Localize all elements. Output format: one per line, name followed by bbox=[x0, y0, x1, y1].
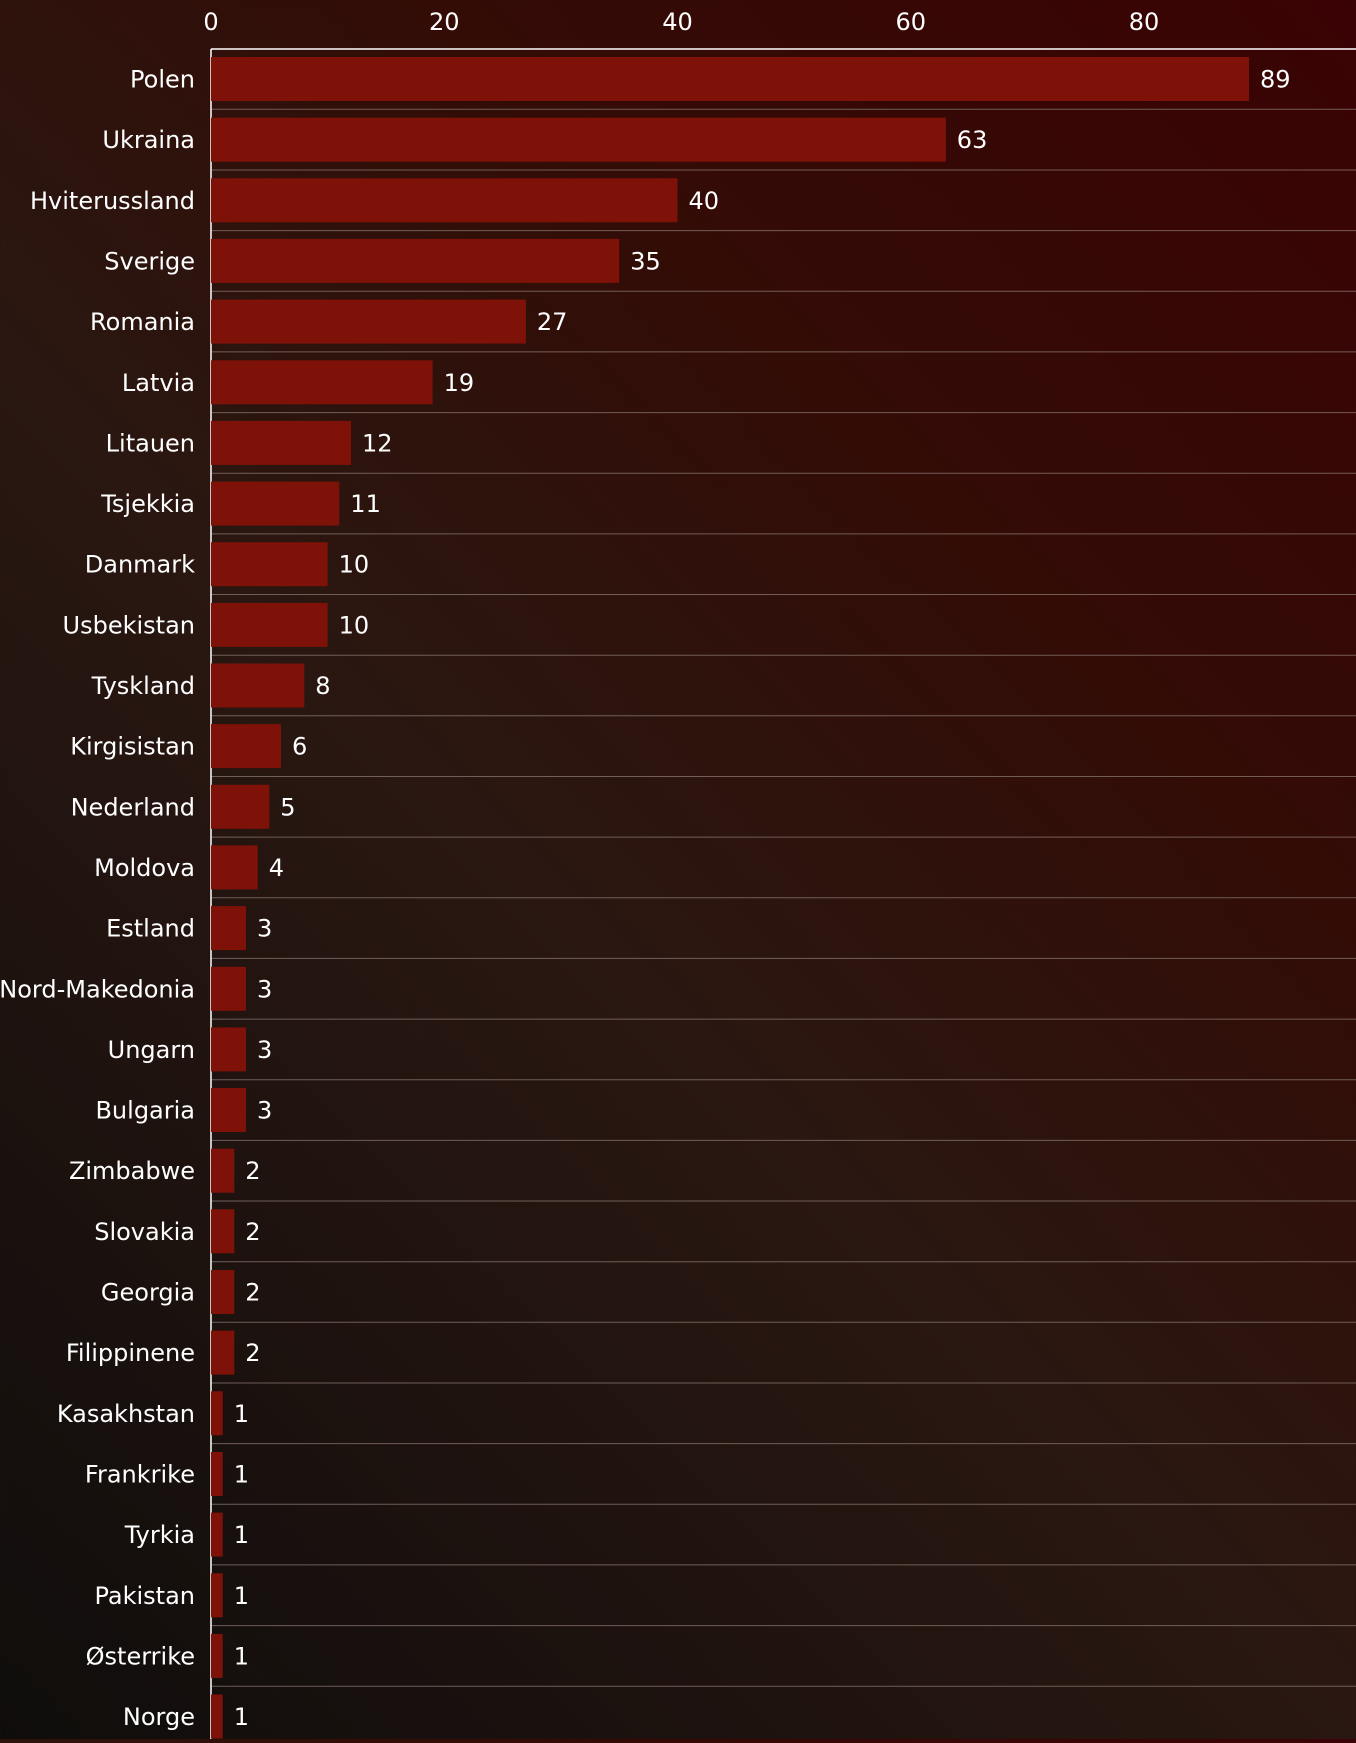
category-label: Kasakhstan bbox=[57, 1400, 195, 1428]
bar-slovakia bbox=[211, 1209, 235, 1254]
value-label: 2 bbox=[245, 1218, 260, 1246]
bar-bulgaria bbox=[211, 1088, 246, 1132]
category-label: Moldova bbox=[94, 854, 195, 882]
bar-kasakhstan bbox=[211, 1391, 223, 1436]
value-label: 27 bbox=[537, 308, 568, 336]
bar-estland bbox=[211, 906, 246, 951]
value-label: 4 bbox=[269, 854, 284, 882]
bar-hviterussland bbox=[211, 178, 678, 223]
bar-østerrike bbox=[211, 1633, 223, 1678]
category-label: Danmark bbox=[85, 551, 195, 579]
value-label: 1 bbox=[234, 1642, 249, 1670]
bar-tyrkia bbox=[211, 1512, 223, 1557]
category-label: Usbekistan bbox=[63, 611, 195, 639]
bar-danmark bbox=[211, 542, 328, 587]
bar-frankrike bbox=[211, 1452, 223, 1496]
value-label: 3 bbox=[257, 1036, 272, 1064]
value-label: 6 bbox=[292, 733, 307, 761]
category-label: Tyskland bbox=[91, 672, 195, 700]
bar-usbekistan bbox=[211, 602, 328, 647]
value-label: 3 bbox=[257, 975, 272, 1003]
category-label: Tsjekkia bbox=[100, 490, 195, 518]
bar-moldova bbox=[211, 845, 258, 890]
category-label: Nord-Makedonia bbox=[0, 975, 195, 1003]
value-label: 1 bbox=[234, 1521, 249, 1549]
bar-kirgisistan bbox=[211, 724, 281, 769]
category-label: Frankrike bbox=[85, 1461, 195, 1489]
category-label: Estland bbox=[106, 915, 195, 943]
category-label: Slovakia bbox=[94, 1218, 195, 1246]
value-label: 1 bbox=[234, 1703, 249, 1731]
bar-sverige bbox=[211, 238, 620, 283]
bar-nederland bbox=[211, 784, 270, 829]
category-label: Latvia bbox=[122, 369, 195, 397]
category-label: Norge bbox=[123, 1703, 195, 1731]
x-tick-label: 80 bbox=[1129, 8, 1160, 36]
bar-georgia bbox=[211, 1270, 235, 1314]
category-label: Bulgaria bbox=[95, 1097, 195, 1125]
category-label: Hviterussland bbox=[30, 187, 195, 215]
value-label: 63 bbox=[957, 126, 988, 154]
value-label: 3 bbox=[257, 915, 272, 943]
bar-filippinene bbox=[211, 1330, 235, 1375]
category-label: Litauen bbox=[106, 429, 195, 457]
value-label: 10 bbox=[339, 551, 370, 579]
value-label: 89 bbox=[1260, 66, 1291, 94]
category-label: Kirgisistan bbox=[70, 733, 195, 761]
value-label: 1 bbox=[234, 1461, 249, 1489]
value-label: 5 bbox=[280, 793, 295, 821]
bar-ukraina bbox=[211, 117, 946, 162]
value-label: 1 bbox=[234, 1582, 249, 1610]
category-label: Romania bbox=[90, 308, 195, 336]
value-label: 3 bbox=[257, 1097, 272, 1125]
category-label: Tyrkia bbox=[124, 1521, 195, 1549]
bar-tsjekkia bbox=[211, 481, 340, 526]
bar-ungarn bbox=[211, 1027, 246, 1072]
x-tick-label: 40 bbox=[662, 8, 693, 36]
bar-zimbabwe bbox=[211, 1148, 235, 1193]
bar-latvia bbox=[211, 360, 433, 405]
bar-tyskland bbox=[211, 663, 305, 708]
category-label: Georgia bbox=[101, 1279, 195, 1307]
x-tick-label: 60 bbox=[896, 8, 927, 36]
value-label: 1 bbox=[234, 1400, 249, 1428]
value-label: 11 bbox=[350, 490, 381, 518]
bar-pakistan bbox=[211, 1573, 223, 1618]
bar-nord-makedonia bbox=[211, 966, 246, 1011]
value-label: 2 bbox=[245, 1339, 260, 1367]
bar-norge bbox=[211, 1694, 223, 1739]
category-label: Østerrike bbox=[86, 1642, 195, 1670]
value-label: 35 bbox=[630, 247, 661, 275]
category-label: Filippinene bbox=[66, 1339, 195, 1367]
value-label: 19 bbox=[444, 369, 475, 397]
value-label: 8 bbox=[315, 672, 330, 700]
value-label: 2 bbox=[245, 1157, 260, 1185]
category-label: Polen bbox=[130, 66, 195, 94]
category-label: Nederland bbox=[71, 793, 195, 821]
value-label: 2 bbox=[245, 1279, 260, 1307]
category-label: Sverige bbox=[104, 247, 195, 275]
bar-litauen bbox=[211, 420, 351, 465]
value-label: 12 bbox=[362, 429, 393, 457]
bar-polen bbox=[211, 57, 1249, 101]
value-label: 10 bbox=[339, 611, 370, 639]
x-tick-label: 20 bbox=[429, 8, 460, 36]
category-label: Ungarn bbox=[108, 1036, 195, 1064]
category-label: Ukraina bbox=[102, 126, 195, 154]
category-label: Zimbabwe bbox=[69, 1157, 195, 1185]
bar-romania bbox=[211, 299, 526, 344]
category-label: Pakistan bbox=[95, 1582, 196, 1610]
value-label: 40 bbox=[689, 187, 720, 215]
x-tick-label: 0 bbox=[203, 8, 218, 36]
